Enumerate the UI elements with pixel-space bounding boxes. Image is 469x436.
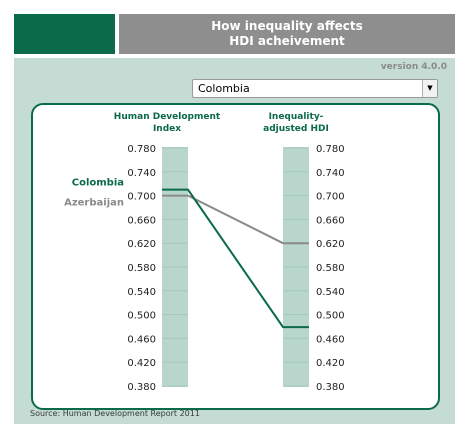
series-line-azerbaijan <box>162 194 309 245</box>
axis-title-1-line-2: Index <box>153 124 181 134</box>
right-tick-label: 0.380 <box>316 382 345 393</box>
chart-frame <box>31 103 440 410</box>
right-tick-label: 0.540 <box>316 287 345 298</box>
main-panel: version 4.0.0 Colombia ▼ Source: Human D… <box>14 58 455 424</box>
title-line-2: HDI acheivement <box>229 34 345 48</box>
series-label-azerbaijan: Azerbaijan <box>64 198 124 209</box>
right-tick-label: 0.700 <box>316 192 345 203</box>
axis-title-2-line-1: Inequality- <box>269 112 324 122</box>
left-tick-label: 0.740 <box>127 168 156 179</box>
left-tick-label: 0.420 <box>127 358 156 369</box>
right-tick-label: 0.780 <box>316 144 345 155</box>
left-tick-label: 0.460 <box>127 334 156 345</box>
page-title: How inequality affects HDI acheivement <box>119 14 455 54</box>
left-tick-label: 0.380 <box>127 382 156 393</box>
axis-title-2-line-2: adjusted HDI <box>263 124 329 134</box>
right-tick-label: 0.500 <box>316 311 345 322</box>
left-tick-label: 0.580 <box>127 263 156 274</box>
left-tick-label: 0.620 <box>127 239 156 250</box>
right-tick-label: 0.460 <box>316 334 345 345</box>
right-tick-label: 0.580 <box>316 263 345 274</box>
series-label-colombia: Colombia <box>72 178 124 189</box>
right-tick-label: 0.740 <box>316 168 345 179</box>
title-line-1: How inequality affects <box>211 19 363 33</box>
right-tick-label: 0.660 <box>316 215 345 226</box>
country-select-value: Colombia <box>198 82 250 95</box>
left-tick-label: 0.660 <box>127 215 156 226</box>
left-tick-label: 0.780 <box>127 144 156 155</box>
source-note: Source: Human Development Report 2011 <box>30 409 200 418</box>
left-tick-label: 0.500 <box>127 311 156 322</box>
version-label: version 4.0.0 <box>380 62 447 72</box>
country-select[interactable]: Colombia ▼ <box>192 79 438 98</box>
right-tick-label: 0.620 <box>316 239 345 250</box>
series-line-colombia <box>162 188 309 329</box>
right-tick-label: 0.420 <box>316 358 345 369</box>
axis-title-1-line-1: Human Development <box>114 112 221 122</box>
header-accent-block <box>14 14 115 54</box>
left-tick-label: 0.540 <box>127 287 156 298</box>
left-tick-label: 0.700 <box>127 192 156 203</box>
chevron-down-icon[interactable]: ▼ <box>422 80 437 97</box>
